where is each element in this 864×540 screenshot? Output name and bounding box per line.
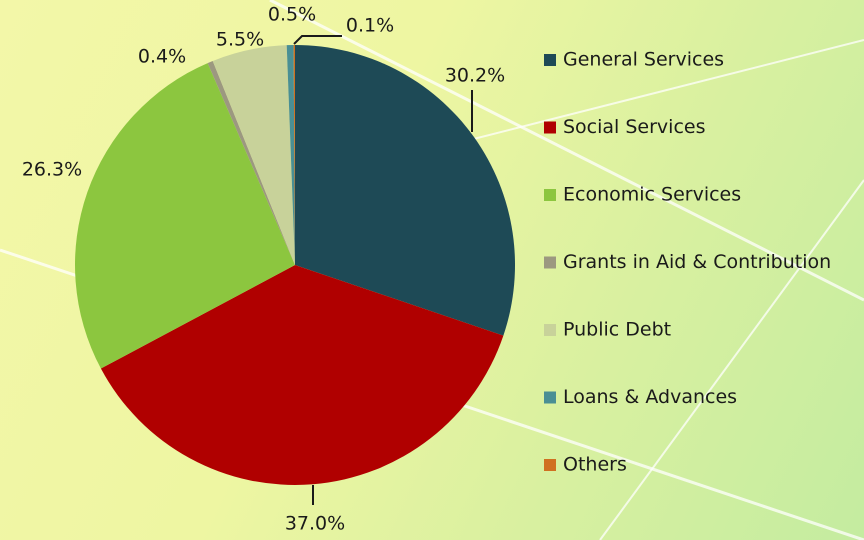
legend-swatch bbox=[544, 391, 556, 404]
data-label: 26.3% bbox=[22, 159, 82, 181]
data-label: 0.1% bbox=[346, 15, 394, 37]
legend-label: Social Services bbox=[563, 116, 706, 138]
legend-label: General Services bbox=[563, 49, 724, 71]
pie-slice bbox=[286, 45, 295, 266]
data-label: 0.5% bbox=[268, 4, 316, 26]
pie-slice bbox=[293, 45, 295, 265]
legend-swatch bbox=[544, 189, 556, 201]
pie bbox=[74, 45, 515, 485]
legend-swatch bbox=[544, 121, 556, 134]
data-label: 0.4% bbox=[138, 46, 186, 68]
legend-swatch bbox=[544, 459, 556, 471]
pie-slice bbox=[74, 63, 295, 369]
pie-slice bbox=[295, 45, 515, 336]
legend-swatch bbox=[544, 54, 556, 66]
legend-label: Loans & Advances bbox=[563, 386, 737, 408]
legend-label: Economic Services bbox=[563, 184, 741, 206]
legend-swatch bbox=[544, 256, 556, 269]
legend-label: Others bbox=[563, 454, 627, 476]
legend-label: Grants in Aid & Contribution bbox=[563, 251, 831, 273]
data-label: 37.0% bbox=[285, 513, 345, 535]
pie-slice bbox=[100, 265, 504, 485]
data-labels: 30.2% 37.0% 26.3% 0.4% 5.5%0.5% 0.1% bbox=[22, 4, 505, 535]
legend: General Services Social Services Economic … bbox=[544, 49, 831, 476]
leader-line bbox=[293, 35, 342, 45]
data-label: 5.5% bbox=[216, 29, 264, 51]
pie-slice bbox=[207, 60, 295, 265]
legend-label: Public Debt bbox=[563, 319, 671, 341]
pie-slice bbox=[212, 45, 295, 266]
legend-swatch bbox=[544, 324, 556, 336]
data-label: 30.2% bbox=[445, 65, 505, 87]
